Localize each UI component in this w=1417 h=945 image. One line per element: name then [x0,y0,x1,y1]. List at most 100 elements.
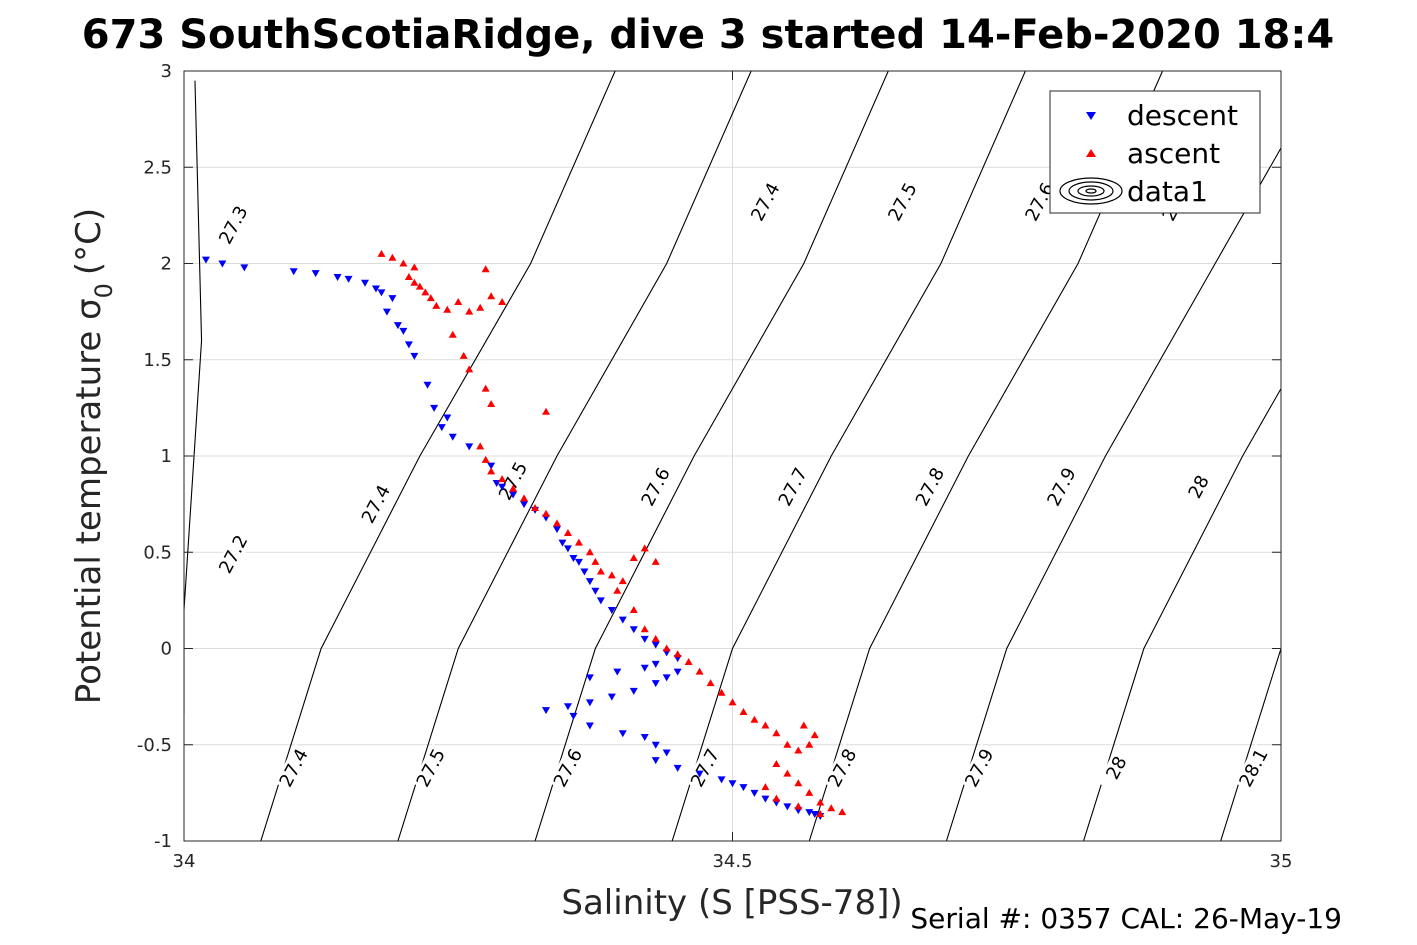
serial-cal-footnote: Serial #: 0357 CAL: 26-May-19 [910,902,1342,935]
density-contour-line [671,71,1026,841]
y-tick-label: 1 [161,446,172,467]
ascent-point [838,808,847,816]
ascent-point [596,567,605,575]
ascent-point [684,657,693,665]
descent-point [361,279,370,287]
ascent-point [542,509,551,517]
y-tick-label: 1.5 [143,350,172,371]
ascent-point [739,708,748,716]
descent-point [596,597,605,605]
descent-point [498,483,507,491]
density-contour-line [260,71,616,841]
descent-point [673,764,682,772]
descent-point [651,680,660,688]
y-axis-label-unit: (°C) [69,208,109,275]
ascent-point [465,365,474,373]
descent-point [607,607,616,614]
contour-label-bg [823,743,862,792]
ascent-point [772,760,781,767]
ascent-point [542,407,551,415]
descent-point [423,381,432,389]
descent-point [607,693,616,701]
density-contour-line [1220,648,1281,841]
ascent-point [640,625,649,633]
ascent-point [695,667,704,675]
descent-point [377,289,386,297]
x-tick-label: 34.5 [712,851,752,872]
ascent-point [388,253,397,261]
ascent-point [799,721,808,729]
descent-point [805,809,814,817]
ascent-point [783,740,792,748]
descent-point [404,341,413,349]
ascent-point [728,698,737,706]
density-contour-line [945,147,1281,841]
ascent-point [410,263,419,271]
descent-point [728,780,737,788]
ascent-point [432,301,441,309]
ascent-point [476,442,485,450]
descent-point [739,784,748,792]
ascent-point [827,804,836,812]
contour-label-bg [214,530,253,579]
ascent-point [783,769,792,777]
descent-point [618,730,627,738]
contour-label-bg [411,743,450,792]
y-tick-label: 2 [161,254,172,275]
contour-label-bg [1042,462,1081,511]
descent-point [629,626,638,634]
descent-point [673,668,682,676]
contour-label-bg [356,480,396,529]
y-tick-label: 0.5 [143,542,172,563]
x-tick-label: 34 [173,851,196,872]
ascent-point [794,802,803,810]
ascent-point [673,650,682,658]
descent-point [591,587,600,595]
contour-label-bg [1179,462,1218,511]
ascent-point [772,794,781,802]
ascent-point [377,249,386,257]
contour-label-bg [773,462,812,511]
legend: descent ascent data1 [1049,90,1261,214]
svg-text:Potential temperature σ0(°C): Potential temperature σ0 (°C) [69,208,118,704]
descent-point [289,268,298,276]
descent-point [629,687,638,695]
descent-point [509,491,518,499]
contour-label-bg [1020,177,1059,227]
ascent-point [454,298,463,305]
contour-label-bg [493,456,533,506]
ascent-point [448,330,457,338]
ascent-point [531,503,540,511]
descent-point [618,616,627,624]
ascent-point [552,519,561,527]
ascent-point [421,288,430,296]
ascent-point [585,548,594,556]
descent-point [695,770,704,778]
ascent-point [481,265,490,273]
y-axis-ticks: -1 -0.5 0 0.5 1 1.5 2 2.5 3 [137,61,1281,852]
ascent-point [629,606,638,613]
ascent-point [662,644,671,652]
ascent-point [618,577,627,585]
legend-box [1049,90,1261,214]
descent-point [585,722,594,730]
descent-point [371,285,380,293]
x-tick-label: 35 [1270,851,1293,872]
descent-point [651,641,660,649]
descent-point [465,443,474,451]
contour-label-bg [746,177,785,227]
ascent-point [651,557,660,565]
ascent-point [607,571,616,579]
descent-point [563,703,572,711]
descent-point [542,707,551,715]
contour-label-bg [548,743,588,792]
density-contour-line [184,80,203,714]
ascent-point [481,455,490,463]
descent-point [662,674,671,682]
y-tick-label: 3 [161,61,172,82]
descent-point [218,260,227,268]
data-points [201,249,847,820]
ascent-point [640,544,649,552]
y-axis-label-sub: 0 [90,283,118,298]
